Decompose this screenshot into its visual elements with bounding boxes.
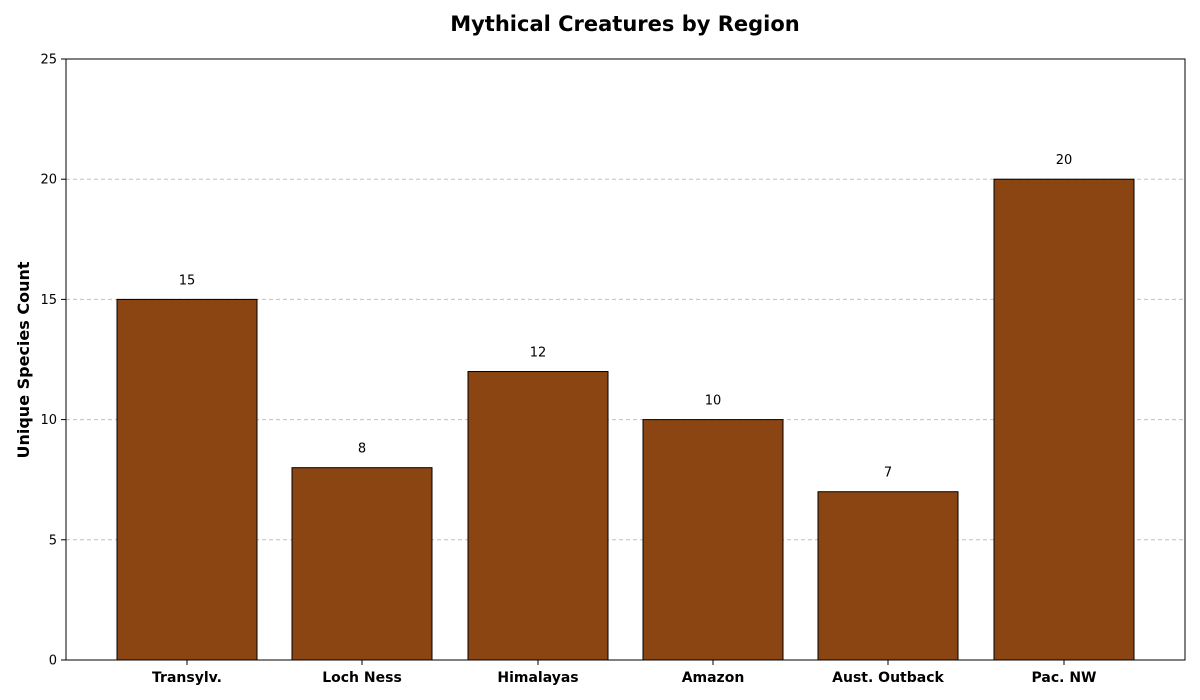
y-tick-label: 20 [40, 173, 57, 188]
x-tick-label: Pac. NW [1032, 670, 1097, 686]
x-tick-label: Loch Ness [322, 670, 402, 686]
bar [116, 298, 258, 661]
data-label: 15 [179, 273, 196, 288]
plot-frame [65, 58, 1186, 661]
data-label: 7 [884, 466, 892, 481]
x-tick-label: Himalayas [497, 670, 578, 686]
bar [817, 491, 959, 661]
y-axis-ticks: 0 5 10 15 20 25 [40, 53, 66, 669]
bar [993, 178, 1135, 661]
data-label: 12 [530, 346, 547, 361]
data-labels: 15 8 12 10 7 20 [179, 153, 1073, 481]
y-tick-label: 0 [49, 654, 57, 669]
y-tick-label: 5 [49, 533, 57, 548]
x-tick-label: Amazon [682, 670, 745, 686]
y-tick-label: 10 [40, 413, 57, 428]
y-axis-label: Unique Species Count [14, 261, 33, 458]
x-tick-label: Aust. Outback [832, 670, 944, 686]
x-axis-ticks: Transylv. Loch Ness Himalayas Amazon Aust. O… [152, 660, 1096, 686]
data-label: 8 [358, 442, 366, 457]
y-tick-label: 15 [40, 293, 57, 308]
bar [642, 419, 784, 661]
chart-title: Mythical Creatures by Region [450, 12, 800, 36]
x-tick-label: Transylv. [152, 670, 222, 686]
bar [291, 467, 433, 661]
bar [467, 371, 609, 661]
y-tick-label: 25 [40, 53, 57, 68]
data-label: 20 [1056, 153, 1073, 168]
data-label: 10 [705, 394, 722, 409]
